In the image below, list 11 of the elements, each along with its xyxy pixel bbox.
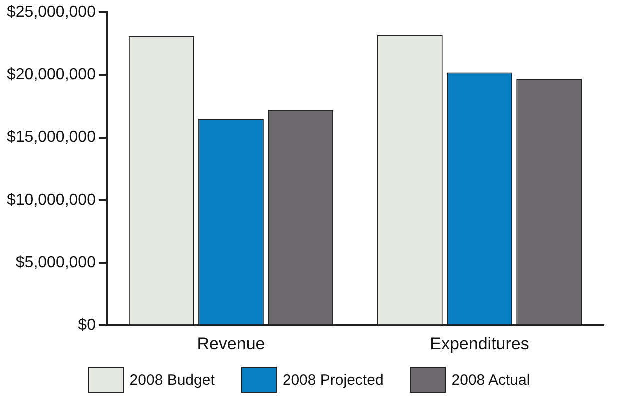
y-tick-label: $0	[78, 317, 96, 334]
y-tick-label: $5,000,000	[16, 254, 96, 272]
y-tick-label: $10,000,000	[6, 192, 96, 209]
legend-label: 2008 Budget	[130, 372, 215, 388]
y-tick-label: $15,000,000	[6, 129, 96, 146]
y-tick-label: $25,000,000	[6, 4, 96, 22]
legend-label: 2008 Actual	[452, 372, 530, 388]
legend-label: 2008 Projected	[282, 372, 384, 388]
x-tick-label: Expenditures	[430, 334, 530, 354]
x-tick-label: Revenue	[197, 334, 266, 354]
y-tick-label: $20,000,000	[6, 66, 96, 84]
